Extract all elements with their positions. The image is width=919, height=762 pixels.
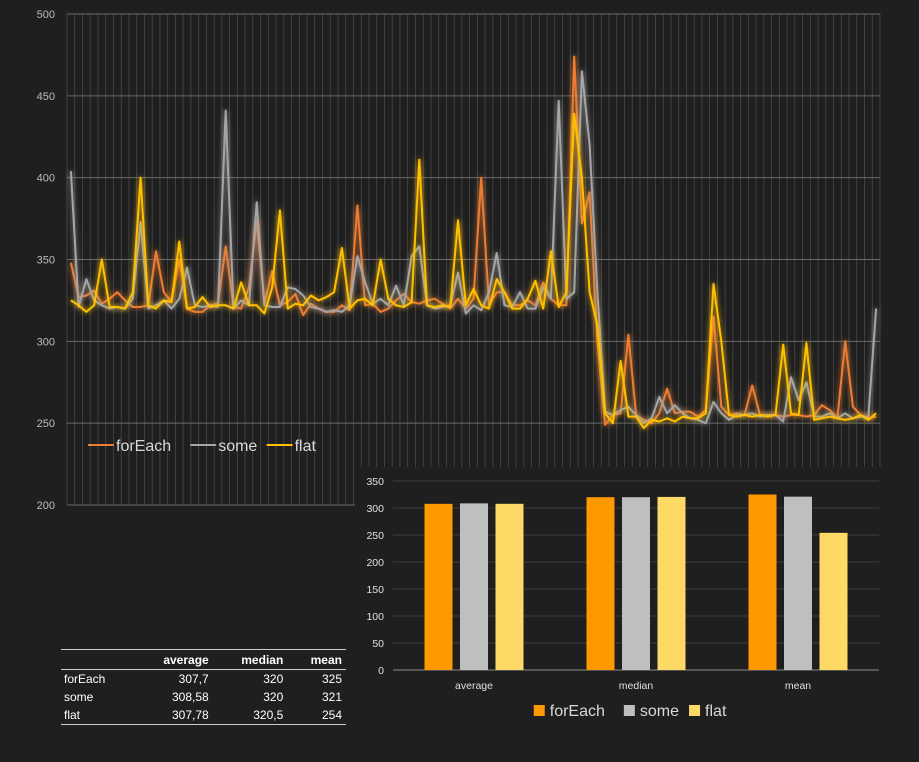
bar-some-median	[622, 497, 650, 670]
legend-label-flat: flat	[295, 438, 317, 455]
line-chart-y-tick-label: 300	[37, 336, 55, 348]
bar-chart-x-tick-label: mean	[785, 680, 811, 692]
legend-label-forEach: forEach	[550, 703, 605, 720]
bar-chart-y-tick-label: 350	[366, 476, 384, 488]
table-header-row: average median mean	[61, 649, 346, 670]
series-line-flat	[70, 112, 877, 430]
table-row: forEach 307,7 320 325	[61, 670, 346, 689]
table-row-label: some	[64, 690, 94, 704]
table-header-cell	[61, 650, 133, 670]
line-chart-y-axis: 200 250 300 350 400 450 500	[37, 9, 55, 512]
bar-flat-mean	[819, 532, 848, 670]
line-chart-y-tick-label: 400	[37, 173, 55, 185]
bar-forEach-mean	[748, 494, 777, 670]
bar-chart-x-tick-label: median	[619, 680, 654, 692]
bar-chart-y-tick-label: 300	[366, 503, 384, 515]
stats-table: average median mean forEach 307,7 320 32…	[61, 649, 346, 725]
bar-chart-y-tick-label: 150	[366, 584, 384, 596]
line-chart-series	[69, 55, 878, 430]
line-chart-legend: forEach some flat	[88, 438, 316, 455]
bar-chart-y-axis: 0 50 100 150 200 250 300 350	[366, 476, 384, 677]
legend-marker-some	[623, 705, 635, 716]
legend-label-some: some	[218, 438, 257, 455]
bar-chart-legend: forEach some flat	[533, 703, 727, 720]
legend-marker-forEach	[533, 705, 545, 716]
table-header-cell: mean	[310, 653, 342, 667]
line-chart-y-tick-label: 200	[37, 500, 55, 512]
table-cell: 320,5	[253, 708, 284, 722]
legend-label-some: some	[640, 703, 679, 720]
table-cell: 320	[263, 672, 284, 686]
table-row: flat 307,78 320,5 254	[61, 706, 346, 725]
bar-forEach-median	[586, 497, 615, 670]
legend-label-forEach: forEach	[116, 438, 171, 455]
line-chart-y-tick-label: 500	[37, 9, 55, 21]
bar-chart-y-tick-label: 200	[366, 557, 384, 569]
bar-flat-average	[495, 503, 524, 670]
bar-chart-y-tick-label: 100	[366, 611, 384, 623]
bar-chart-bars	[424, 494, 848, 670]
table-row: some 308,58 320 321	[61, 688, 346, 706]
bar-flat-median	[657, 496, 686, 670]
line-chart: 200 250 300 350 400 450 500 forEach some flat	[37, 9, 881, 512]
series-line-some	[69, 70, 878, 425]
bar-chart-y-tick-label: 250	[366, 530, 384, 542]
table-cell: 307,78	[172, 708, 209, 722]
table-header-cell: median	[241, 653, 284, 667]
table-cell: 307,7	[178, 672, 209, 686]
line-chart-y-tick-label: 350	[37, 255, 55, 267]
table-cell: 321	[321, 690, 342, 704]
table-cell: 308,58	[172, 690, 209, 704]
table-cell: 320	[263, 690, 284, 704]
table-row-label: forEach	[64, 672, 106, 686]
legend-label-flat: flat	[705, 703, 727, 720]
line-chart-grid	[66, 13, 881, 506]
table-row-label: flat	[64, 708, 81, 722]
bar-chart-y-tick-label: 50	[372, 638, 384, 650]
bar-chart-x-axis: average median mean	[455, 680, 811, 692]
table-cell: 254	[321, 708, 342, 722]
line-chart-y-tick-label: 250	[37, 418, 55, 430]
legend-marker-flat	[689, 705, 701, 716]
bar-chart-y-tick-label: 0	[378, 665, 384, 677]
bar-chart-panel: 0 50 100 150 200 250 300 350 average median mean …	[355, 467, 919, 762]
line-chart-y-tick-label: 450	[37, 91, 55, 103]
table-cell: 325	[321, 672, 342, 686]
series-line-forEach	[69, 55, 877, 426]
table-header-cell: average	[163, 653, 209, 667]
bar-some-average	[460, 503, 488, 670]
bar-chart-x-tick-label: average	[455, 680, 493, 692]
bar-forEach-average	[424, 503, 453, 670]
bar-some-mean	[784, 496, 812, 670]
